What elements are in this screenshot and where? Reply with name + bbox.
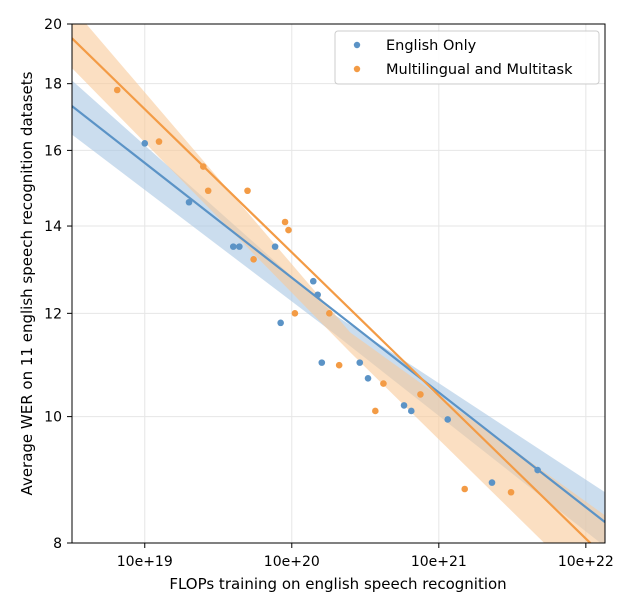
x-tick-label: 10e+19 xyxy=(117,554,173,570)
axis-ticks: 10e+19 10e+20 10e+21 10e+22 8 10 12 14 16 18 20 xyxy=(44,17,614,570)
data-point-english-only xyxy=(488,479,496,486)
data-point-multilingual xyxy=(291,310,299,317)
data-point-multilingual xyxy=(250,256,257,263)
y-tick-label: 16 xyxy=(44,143,62,159)
data-point-english-only xyxy=(408,407,415,415)
data-point-english-only xyxy=(277,319,284,327)
y-tick-label: 20 xyxy=(44,17,62,33)
legend: English Only Multilingual and Multitask xyxy=(334,30,600,85)
data-point-english-only xyxy=(229,243,237,250)
legend-label-english-only: English Only xyxy=(386,38,477,54)
data-point-english-only xyxy=(309,277,317,285)
data-point-english-only xyxy=(400,402,408,409)
data-point-multilingual xyxy=(461,485,469,493)
data-point-english-only xyxy=(444,416,452,423)
fit-line-english-only xyxy=(72,105,605,524)
data-point-english-only xyxy=(534,466,541,474)
data-point-english-only xyxy=(314,291,321,299)
data-point-english-only xyxy=(364,374,372,382)
data-point-multilingual xyxy=(199,163,207,170)
plot-frame xyxy=(71,23,606,544)
data-point-multilingual xyxy=(380,380,387,387)
y-tick-label: 18 xyxy=(44,77,62,93)
data-point-english-only xyxy=(236,243,243,250)
legend-box xyxy=(334,30,600,85)
y-tick-label: 14 xyxy=(44,219,62,235)
data-point-english-only xyxy=(318,359,326,366)
y-tick-label: 8 xyxy=(53,536,62,552)
y-tick-label: 10 xyxy=(44,410,62,426)
data-points xyxy=(113,86,541,496)
data-point-english-only xyxy=(356,359,364,366)
fit-lines xyxy=(72,37,605,543)
data-point-multilingual xyxy=(417,391,424,398)
x-axis-label: FLOPs training on english speech recogni… xyxy=(169,575,506,593)
legend-marker-multilingual xyxy=(353,65,361,73)
x-tick-label: 10e+20 xyxy=(264,554,320,570)
y-tick-label: 12 xyxy=(44,306,62,322)
x-tick-label: 10e+22 xyxy=(558,554,614,570)
data-point-english-only xyxy=(271,243,279,250)
data-point-english-only xyxy=(185,198,193,206)
fit-line-multilingual xyxy=(72,37,592,543)
data-point-multilingual xyxy=(372,407,379,415)
data-point-multilingual xyxy=(335,361,343,369)
data-point-multilingual xyxy=(507,488,515,496)
confidence-band-multilingual xyxy=(72,24,605,543)
y-axis-label: Average WER on 11 english speech recogni… xyxy=(18,71,36,495)
data-point-multilingual xyxy=(285,226,292,234)
data-point-multilingual xyxy=(155,138,163,145)
data-point-multilingual xyxy=(244,187,251,195)
data-point-multilingual xyxy=(326,310,333,317)
x-tick-label: 10e+21 xyxy=(411,554,467,570)
legend-label-multilingual: Multilingual and Multitask xyxy=(386,62,573,78)
data-point-multilingual xyxy=(281,218,289,226)
data-point-multilingual xyxy=(204,187,212,195)
data-point-english-only xyxy=(141,140,149,147)
data-point-multilingual xyxy=(113,86,121,94)
legend-marker-english-only xyxy=(353,41,361,49)
